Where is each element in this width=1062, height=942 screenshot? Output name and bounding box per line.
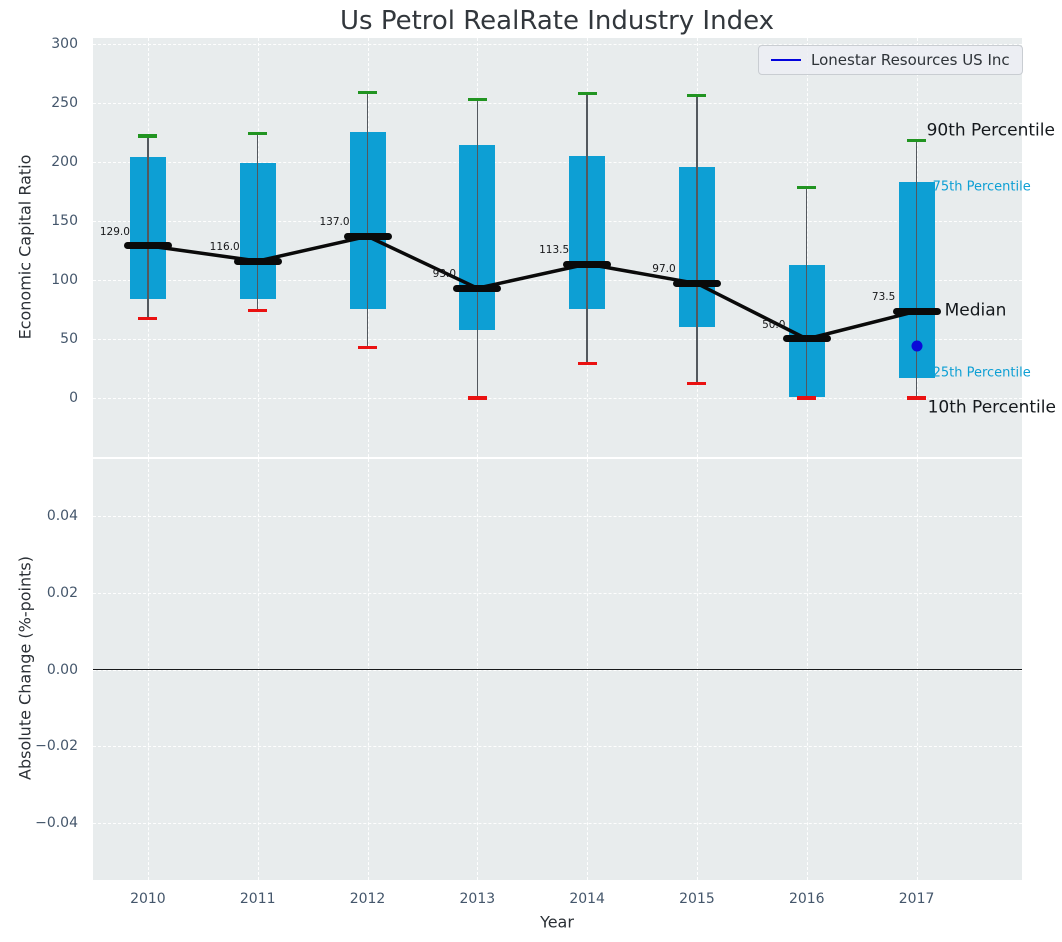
bottom-panel [93, 459, 1022, 880]
top-panel [93, 38, 1022, 457]
ytick-bottom-0.00: 0.00 [46, 661, 78, 678]
ytick-bottom-0.02: 0.02 [46, 584, 78, 601]
xtick-2014: 2014 [569, 891, 605, 907]
xtick-2015: 2015 [679, 891, 715, 907]
xtick-2013: 2013 [459, 891, 496, 907]
ytick-top-250: 250 [51, 94, 78, 111]
chart-title: Us Petrol RealRate Industry Index [339, 6, 775, 36]
bottom-y-axis-label: Absolute Change (%-points) [15, 556, 35, 780]
ytick-top-300: 300 [51, 35, 78, 52]
legend-label: Lonestar Resources US Inc [811, 50, 1010, 69]
xtick-2010: 2010 [130, 891, 166, 907]
xtick-2012: 2012 [349, 891, 386, 907]
ytick-top-150: 150 [51, 212, 78, 229]
ytick-top-50: 50 [60, 330, 78, 347]
ytick-top-0: 0 [69, 389, 78, 406]
legend-line-swatch-icon [771, 59, 801, 61]
xtick-2011: 2011 [239, 891, 276, 907]
xtick-2017: 2017 [898, 891, 935, 907]
top-y-axis-label: Economic Capital Ratio [15, 154, 35, 340]
ytick-bottom-−0.02: −0.02 [35, 738, 78, 755]
ytick-bottom-−0.04: −0.04 [35, 814, 78, 831]
xtick-2016: 2016 [788, 891, 825, 907]
legend: Lonestar Resources US Inc [758, 45, 1023, 75]
ytick-top-200: 200 [51, 153, 78, 170]
ytick-top-100: 100 [51, 271, 78, 288]
ytick-bottom-0.04: 0.04 [46, 508, 78, 525]
x-axis-label: Year [540, 912, 574, 932]
